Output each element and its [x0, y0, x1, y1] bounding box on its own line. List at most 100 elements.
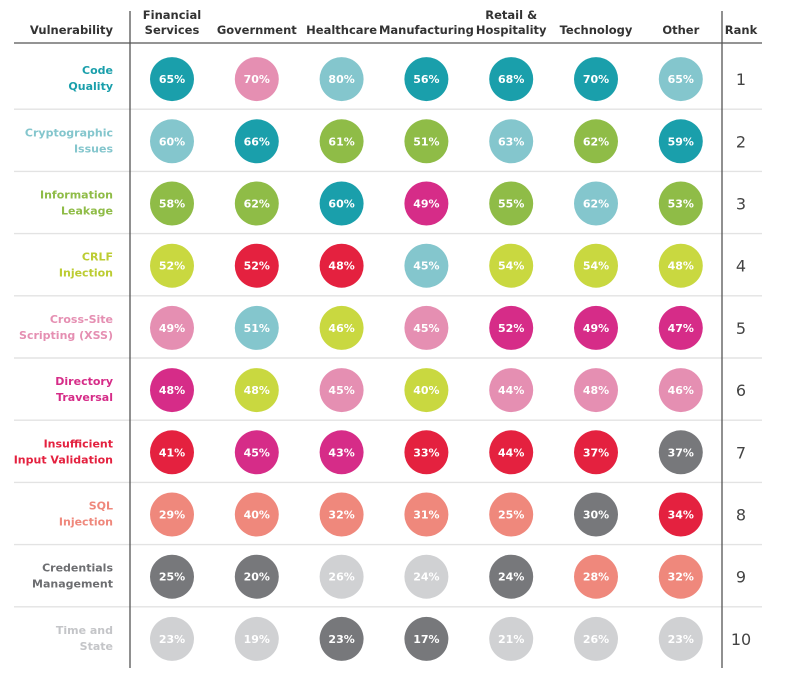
value-label: 60% — [159, 135, 185, 148]
value-circle — [150, 430, 194, 475]
value-circle — [319, 243, 364, 288]
value-label: 20% — [244, 571, 270, 584]
value-label: 56% — [413, 73, 439, 86]
value-circle — [150, 554, 194, 599]
value-label: 54% — [583, 260, 609, 273]
value-label: 23% — [328, 633, 354, 646]
value-label: 46% — [668, 384, 694, 397]
value-circle — [319, 305, 364, 350]
value-circle — [150, 368, 194, 413]
value-circle — [489, 243, 534, 288]
value-circle — [489, 430, 534, 475]
column-header-line: Government — [217, 23, 297, 37]
column-header-line: Hospitality — [476, 23, 547, 37]
value-label: 45% — [244, 446, 270, 459]
value-label: 62% — [583, 135, 609, 148]
table-row: Directory Traversal 48% 48% 45% 40% 44% 48% 46% 6 — [55, 368, 746, 413]
value-circle — [234, 181, 279, 226]
value-circle — [658, 492, 703, 537]
value-label: 66% — [244, 135, 270, 148]
value-circle — [489, 492, 534, 537]
value-label: 28% — [583, 571, 609, 584]
value-label: 45% — [328, 384, 354, 397]
value-label: 40% — [244, 509, 270, 522]
value-circle — [319, 368, 364, 413]
rank-value: 4 — [736, 257, 746, 276]
row-label-line: Injection — [59, 516, 113, 529]
table-row: Time and State 23% 19% 23% 17% 21% 26% 23% 10 — [56, 616, 751, 661]
value-circle — [234, 554, 279, 599]
value-circle — [489, 57, 534, 102]
value-label: 44% — [498, 384, 524, 397]
table-row: Credentials Management 25% 20% 26% 24% 24% 28% 3… — [32, 554, 746, 599]
value-label: 58% — [159, 198, 185, 211]
value-circle — [404, 119, 449, 164]
value-label: 68% — [498, 73, 524, 86]
value-label: 70% — [583, 73, 609, 86]
rank-value: 9 — [736, 568, 746, 587]
row-label: CRLF Injection — [59, 251, 113, 280]
column-header-line: Services — [145, 23, 200, 37]
value-circle — [150, 492, 194, 537]
value-label: 49% — [583, 322, 609, 335]
column-header: Technology — [560, 23, 633, 37]
value-label: 26% — [583, 633, 609, 646]
value-label: 26% — [328, 571, 354, 584]
value-label: 59% — [668, 135, 694, 148]
value-label: 32% — [328, 509, 354, 522]
row-label: Information Leakage — [40, 189, 113, 218]
value-circle — [658, 305, 703, 350]
value-circle — [150, 57, 194, 102]
value-circle — [319, 616, 364, 661]
value-label: 23% — [159, 633, 185, 646]
value-label: 25% — [498, 509, 524, 522]
rank-value: 7 — [736, 443, 746, 462]
value-circle — [319, 492, 364, 537]
value-label: 21% — [498, 633, 524, 646]
column-header: Manufacturing — [379, 23, 474, 37]
value-circle — [404, 616, 449, 661]
row-label-line: Cross-Site — [50, 313, 113, 326]
value-circle — [404, 430, 449, 475]
value-circle — [150, 119, 194, 164]
rank-value: 6 — [736, 381, 746, 400]
value-circle — [150, 305, 194, 350]
row-label-line: Management — [32, 578, 113, 591]
row-label-line: Issues — [74, 142, 113, 155]
value-label: 65% — [159, 73, 185, 86]
value-circle — [574, 119, 618, 164]
row-label: Insufficient Input Validation — [14, 437, 113, 466]
value-circle — [234, 492, 279, 537]
value-label: 51% — [413, 135, 439, 148]
header-rank: Rank — [725, 23, 758, 37]
value-circle — [404, 243, 449, 288]
value-label: 54% — [498, 260, 524, 273]
value-label: 48% — [159, 384, 185, 397]
value-circle — [319, 430, 364, 475]
value-label: 52% — [498, 322, 524, 335]
value-circle — [574, 305, 618, 350]
value-label: 29% — [159, 509, 185, 522]
table-row: Cryptographic Issues 60% 66% 61% 51% 63% 62% 59%… — [25, 119, 746, 164]
value-label: 34% — [668, 509, 694, 522]
value-label: 80% — [328, 73, 354, 86]
value-label: 49% — [159, 322, 185, 335]
value-circle — [489, 368, 534, 413]
value-circle — [574, 243, 618, 288]
value-circle — [658, 368, 703, 413]
value-label: 40% — [413, 384, 439, 397]
rank-value: 1 — [736, 70, 746, 89]
value-label: 65% — [668, 73, 694, 86]
value-label: 49% — [413, 198, 439, 211]
value-label: 63% — [498, 135, 524, 148]
value-label: 23% — [668, 633, 694, 646]
row-label-line: Insufficient — [44, 437, 113, 450]
value-circle — [404, 554, 449, 599]
value-label: 48% — [668, 260, 694, 273]
value-circle — [658, 430, 703, 475]
row-label-line: SQL — [89, 500, 113, 513]
column-header-line: Financial — [143, 8, 201, 22]
value-circle — [404, 57, 449, 102]
value-label: 31% — [413, 509, 439, 522]
value-circle — [404, 305, 449, 350]
